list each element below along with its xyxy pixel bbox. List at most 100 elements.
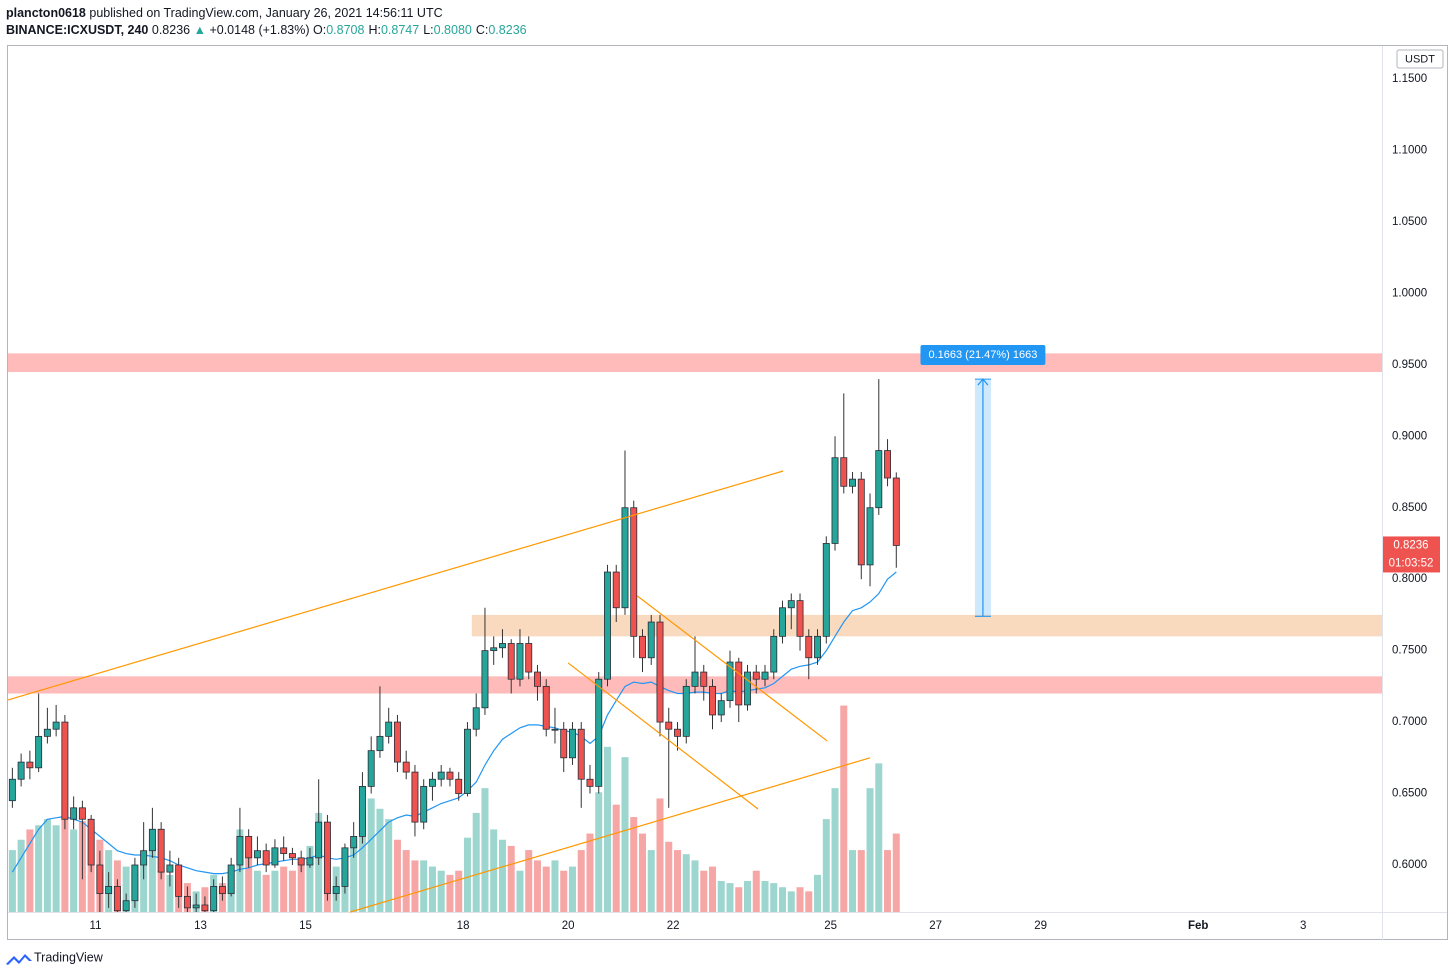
candle-body xyxy=(682,685,690,737)
currency-box xyxy=(1396,49,1444,69)
candle-body xyxy=(831,457,839,544)
candle-body xyxy=(402,761,410,773)
candle-body xyxy=(323,821,331,894)
candle-body xyxy=(551,728,559,731)
volume-bar xyxy=(420,860,428,912)
candle-body xyxy=(770,635,778,673)
published: published on TradingView.com, January 26… xyxy=(89,6,443,20)
x-tick-label: 29 xyxy=(1034,920,1047,932)
volume-bar xyxy=(586,833,594,912)
y-tick-label: 0.8500 xyxy=(1392,502,1427,514)
volume-bar xyxy=(638,833,646,912)
volume-bar xyxy=(43,819,51,912)
candle-body xyxy=(709,685,716,716)
y-tick-label: 0.9000 xyxy=(1392,430,1427,442)
candle-body xyxy=(245,836,253,859)
candle-body xyxy=(463,728,471,794)
ohlc-value: 0.8747 xyxy=(380,23,420,37)
candle-body xyxy=(437,771,445,780)
candle-body xyxy=(376,735,384,752)
candle-body xyxy=(157,828,165,873)
countdown: 01:03:52 xyxy=(1389,557,1434,569)
volume-bar xyxy=(455,870,463,912)
candle-body xyxy=(17,761,25,780)
ohlc: O:0.8708 H:0.8747 L:0.8080 C:0.8236 xyxy=(313,23,531,37)
candle-body xyxy=(647,621,655,659)
candle-body xyxy=(61,721,69,820)
volume-bar xyxy=(875,763,883,912)
volume-bar xyxy=(516,870,524,912)
volume-bar xyxy=(831,788,839,912)
candle-body xyxy=(674,728,681,737)
candle-body xyxy=(884,450,891,479)
volume-bar xyxy=(735,887,743,912)
volume-bar xyxy=(61,819,69,912)
candle-body xyxy=(507,643,515,680)
volume-bar xyxy=(157,870,165,912)
candle-body xyxy=(271,847,279,866)
y-tick-label: 0.6500 xyxy=(1392,788,1427,800)
volume-bar xyxy=(245,850,253,912)
candle-body xyxy=(236,836,244,866)
volume-bar xyxy=(709,866,717,912)
trend-line xyxy=(636,595,828,742)
y-tick-label: 1.0500 xyxy=(1392,216,1427,228)
candle-body xyxy=(131,864,139,902)
ohlc-key: C: xyxy=(475,23,489,37)
volume-bar xyxy=(498,839,506,912)
volume-bar xyxy=(849,850,857,912)
candle-body xyxy=(586,778,594,787)
volume-bar xyxy=(603,746,611,912)
candle-body xyxy=(428,778,436,787)
volume-bar xyxy=(840,705,848,912)
measure-label-box xyxy=(920,345,1046,366)
volume-bar xyxy=(253,870,261,912)
candle-body xyxy=(227,864,235,894)
x-tick-label: 3 xyxy=(1300,920,1306,932)
candle-body xyxy=(595,678,603,787)
candle-body xyxy=(43,728,51,737)
candle-body xyxy=(849,478,856,487)
candle-body xyxy=(332,886,340,894)
candle-body xyxy=(472,707,480,730)
volume-bar xyxy=(26,829,34,912)
volume-bar xyxy=(437,870,445,912)
candle-body xyxy=(192,904,200,909)
candle-body xyxy=(148,828,156,852)
y-tick-label: 1.1500 xyxy=(1392,73,1427,85)
candle-body xyxy=(726,661,734,702)
y-tick-label: 0.7500 xyxy=(1392,645,1427,657)
candle-body xyxy=(779,607,786,637)
volume-bar xyxy=(892,833,900,912)
volume-bar xyxy=(673,850,681,912)
candle-body xyxy=(122,900,130,912)
overlay: 0.1663 (21.47%) 1663 xyxy=(7,345,1046,913)
candle-body xyxy=(70,807,78,820)
candle-body xyxy=(866,507,874,566)
volume-bar xyxy=(717,881,725,912)
publisher: plancton0618 xyxy=(6,6,86,20)
volume-bar xyxy=(411,860,419,912)
volume-bar xyxy=(376,808,384,912)
candle-body xyxy=(262,850,270,866)
candle-body xyxy=(560,728,568,759)
candle-body xyxy=(201,904,209,912)
candle-body xyxy=(253,850,261,859)
volume-bar xyxy=(507,845,515,912)
candle-body xyxy=(306,857,314,866)
volume-bar xyxy=(35,825,43,912)
candle-body xyxy=(752,671,760,680)
candle-body xyxy=(393,721,401,763)
x-tick-label: 27 xyxy=(929,920,942,932)
candle-body xyxy=(175,864,183,897)
candle-body xyxy=(455,778,463,794)
volume-bar xyxy=(726,883,734,912)
candle-body xyxy=(735,661,743,706)
candle-body xyxy=(481,650,489,709)
y-tick-label: 0.7000 xyxy=(1392,716,1427,728)
currency: USDT xyxy=(1405,53,1435,65)
volume-bar xyxy=(595,792,603,912)
candle-body xyxy=(717,700,725,716)
volume-bar xyxy=(822,819,830,912)
